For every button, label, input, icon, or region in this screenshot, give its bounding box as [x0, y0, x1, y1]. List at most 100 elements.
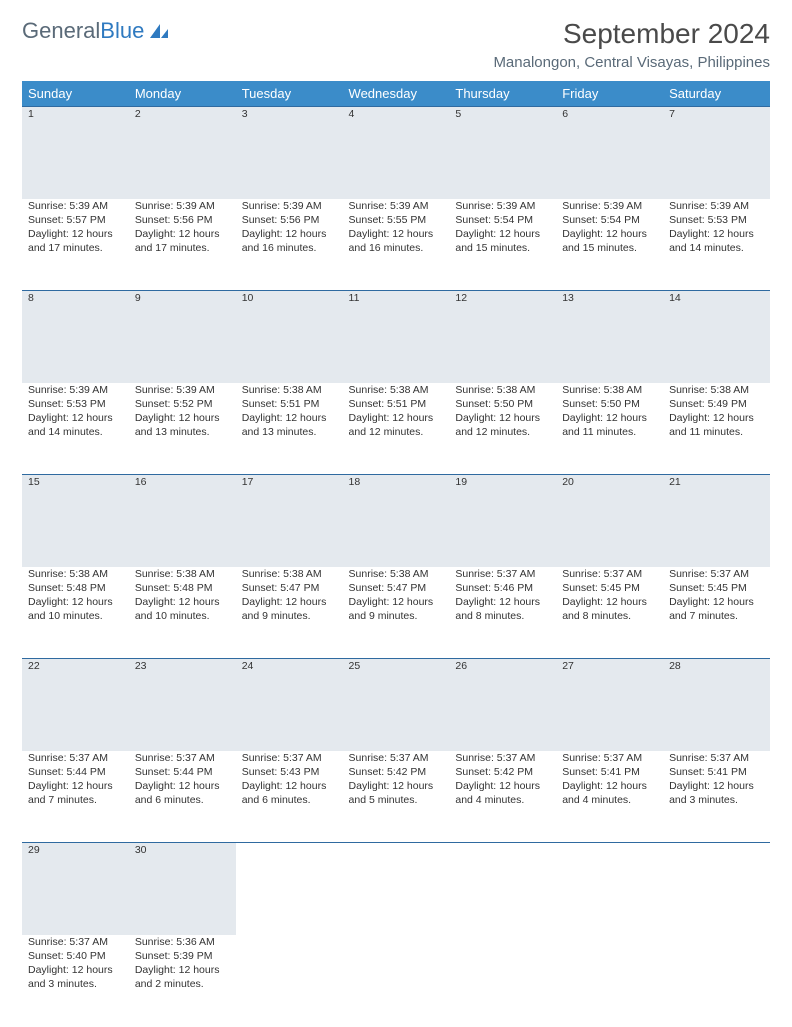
day-cell: Sunrise: 5:36 AMSunset: 5:39 PMDaylight:… — [129, 935, 236, 1027]
day-d2: and 7 minutes. — [669, 609, 764, 623]
day-ss: Sunset: 5:55 PM — [349, 213, 444, 227]
day-d2: and 4 minutes. — [455, 793, 550, 807]
day-d2: and 16 minutes. — [349, 241, 444, 255]
week-row: Sunrise: 5:38 AMSunset: 5:48 PMDaylight:… — [22, 567, 770, 659]
day-d2: and 13 minutes. — [135, 425, 230, 439]
day-number: 17 — [236, 475, 343, 567]
day-number: 5 — [449, 107, 556, 199]
day-sr: Sunrise: 5:38 AM — [242, 383, 337, 397]
day-number — [663, 843, 770, 935]
day-d2: and 17 minutes. — [135, 241, 230, 255]
day-cell: Sunrise: 5:37 AMSunset: 5:40 PMDaylight:… — [22, 935, 129, 1027]
day-sr: Sunrise: 5:38 AM — [135, 567, 230, 581]
day-ss: Sunset: 5:57 PM — [28, 213, 123, 227]
day-d2: and 10 minutes. — [135, 609, 230, 623]
daynum-row: 891011121314 — [22, 291, 770, 383]
day-d1: Daylight: 12 hours — [28, 411, 123, 425]
day-ss: Sunset: 5:45 PM — [669, 581, 764, 595]
day-number: 8 — [22, 291, 129, 383]
day-d1: Daylight: 12 hours — [135, 779, 230, 793]
day-ss: Sunset: 5:46 PM — [455, 581, 550, 595]
day-sr: Sunrise: 5:37 AM — [455, 567, 550, 581]
title-block: September 2024 Manalongon, Central Visay… — [493, 18, 770, 71]
day-d1: Daylight: 12 hours — [562, 227, 657, 241]
day-d1: Daylight: 12 hours — [562, 595, 657, 609]
day-sr: Sunrise: 5:37 AM — [242, 751, 337, 765]
day-d2: and 17 minutes. — [28, 241, 123, 255]
week-row: Sunrise: 5:39 AM Sunset: 5:57 PM Daylight:… — [22, 199, 770, 291]
weekday-header: Tuesday — [236, 81, 343, 107]
day-d1: Daylight: 12 hours — [242, 595, 337, 609]
day-d1: Daylight: 12 hours — [455, 595, 550, 609]
day-cell: Sunrise: 5:38 AMSunset: 5:50 PMDaylight:… — [449, 383, 556, 475]
day-d2: and 14 minutes. — [28, 425, 123, 439]
day-cell: Sunrise: 5:37 AMSunset: 5:46 PMDaylight:… — [449, 567, 556, 659]
day-sr: Sunrise: 5:37 AM — [135, 751, 230, 765]
week-row: Sunrise: 5:37 AMSunset: 5:40 PMDaylight:… — [22, 935, 770, 1027]
day-sr: Sunrise: 5:37 AM — [28, 751, 123, 765]
day-d1: Daylight: 12 hours — [242, 227, 337, 241]
day-ss: Sunset: 5:48 PM — [28, 581, 123, 595]
day-d1: Daylight: 12 hours — [455, 411, 550, 425]
day-number: 25 — [343, 659, 450, 751]
day-cell: Sunrise: 5:37 AMSunset: 5:42 PMDaylight:… — [343, 751, 450, 843]
day-sr: Sunrise: 5:38 AM — [669, 383, 764, 397]
day-number: 30 — [129, 843, 236, 935]
day-ss: Sunset: 5:50 PM — [562, 397, 657, 411]
day-d1: Daylight: 12 hours — [135, 411, 230, 425]
day-number: 23 — [129, 659, 236, 751]
day-cell: Sunrise: 5:38 AMSunset: 5:48 PMDaylight:… — [22, 567, 129, 659]
day-sr: Sunrise: 5:39 AM — [242, 199, 337, 213]
day-d1: Daylight: 12 hours — [242, 779, 337, 793]
day-number: 3 — [236, 107, 343, 199]
weekday-header: Saturday — [663, 81, 770, 107]
day-d2: and 15 minutes. — [455, 241, 550, 255]
day-ss: Sunset: 5:56 PM — [135, 213, 230, 227]
day-cell: Sunrise: 5:39 AMSunset: 5:52 PMDaylight:… — [129, 383, 236, 475]
day-d1: Daylight: 12 hours — [349, 779, 444, 793]
day-d2: and 14 minutes. — [669, 241, 764, 255]
weekday-header: Friday — [556, 81, 663, 107]
day-ss: Sunset: 5:44 PM — [28, 765, 123, 779]
day-sr: Sunrise: 5:39 AM — [455, 199, 550, 213]
day-number: 26 — [449, 659, 556, 751]
day-d1: Daylight: 12 hours — [562, 779, 657, 793]
day-number: 9 — [129, 291, 236, 383]
day-ss: Sunset: 5:44 PM — [135, 765, 230, 779]
day-d1: Daylight: 12 hours — [28, 963, 123, 977]
weekday-header: Sunday — [22, 81, 129, 107]
day-number: 27 — [556, 659, 663, 751]
day-cell — [556, 935, 663, 1027]
day-sr: Sunrise: 5:38 AM — [562, 383, 657, 397]
day-number — [556, 843, 663, 935]
day-cell — [449, 935, 556, 1027]
day-sr: Sunrise: 5:38 AM — [349, 567, 444, 581]
daynum-row: 1234567 — [22, 107, 770, 199]
day-d1: Daylight: 12 hours — [669, 595, 764, 609]
day-d2: and 3 minutes. — [669, 793, 764, 807]
day-ss: Sunset: 5:41 PM — [562, 765, 657, 779]
day-cell: Sunrise: 5:39 AMSunset: 5:57 PMDaylight:… — [22, 199, 129, 291]
day-d2: and 10 minutes. — [28, 609, 123, 623]
day-ss: Sunset: 5:54 PM — [455, 213, 550, 227]
logo-word2: Blue — [100, 18, 144, 44]
day-sr: Sunrise: 5:39 AM — [135, 383, 230, 397]
day-cell: Sunrise: 5:39 AMSunset: 5:56 PMDaylight:… — [236, 199, 343, 291]
day-number: 11 — [343, 291, 450, 383]
day-ss: Sunset: 5:54 PM — [562, 213, 657, 227]
day-d2: and 8 minutes. — [455, 609, 550, 623]
day-cell: Sunrise: 5:39 AMSunset: 5:53 PMDaylight:… — [663, 199, 770, 291]
week-row: Sunrise: 5:39 AMSunset: 5:53 PMDaylight:… — [22, 383, 770, 475]
day-d1: Daylight: 12 hours — [28, 595, 123, 609]
day-d1: Daylight: 12 hours — [455, 779, 550, 793]
weekday-header: Wednesday — [343, 81, 450, 107]
day-sr: Sunrise: 5:37 AM — [28, 935, 123, 949]
day-number: 16 — [129, 475, 236, 567]
day-cell: Sunrise: 5:38 AMSunset: 5:50 PMDaylight:… — [556, 383, 663, 475]
day-sr: Sunrise: 5:37 AM — [562, 567, 657, 581]
logo: GeneralBlue — [22, 18, 170, 44]
day-number: 29 — [22, 843, 129, 935]
daynum-row: 22232425262728 — [22, 659, 770, 751]
day-d2: and 8 minutes. — [562, 609, 657, 623]
day-ss: Sunset: 5:56 PM — [242, 213, 337, 227]
